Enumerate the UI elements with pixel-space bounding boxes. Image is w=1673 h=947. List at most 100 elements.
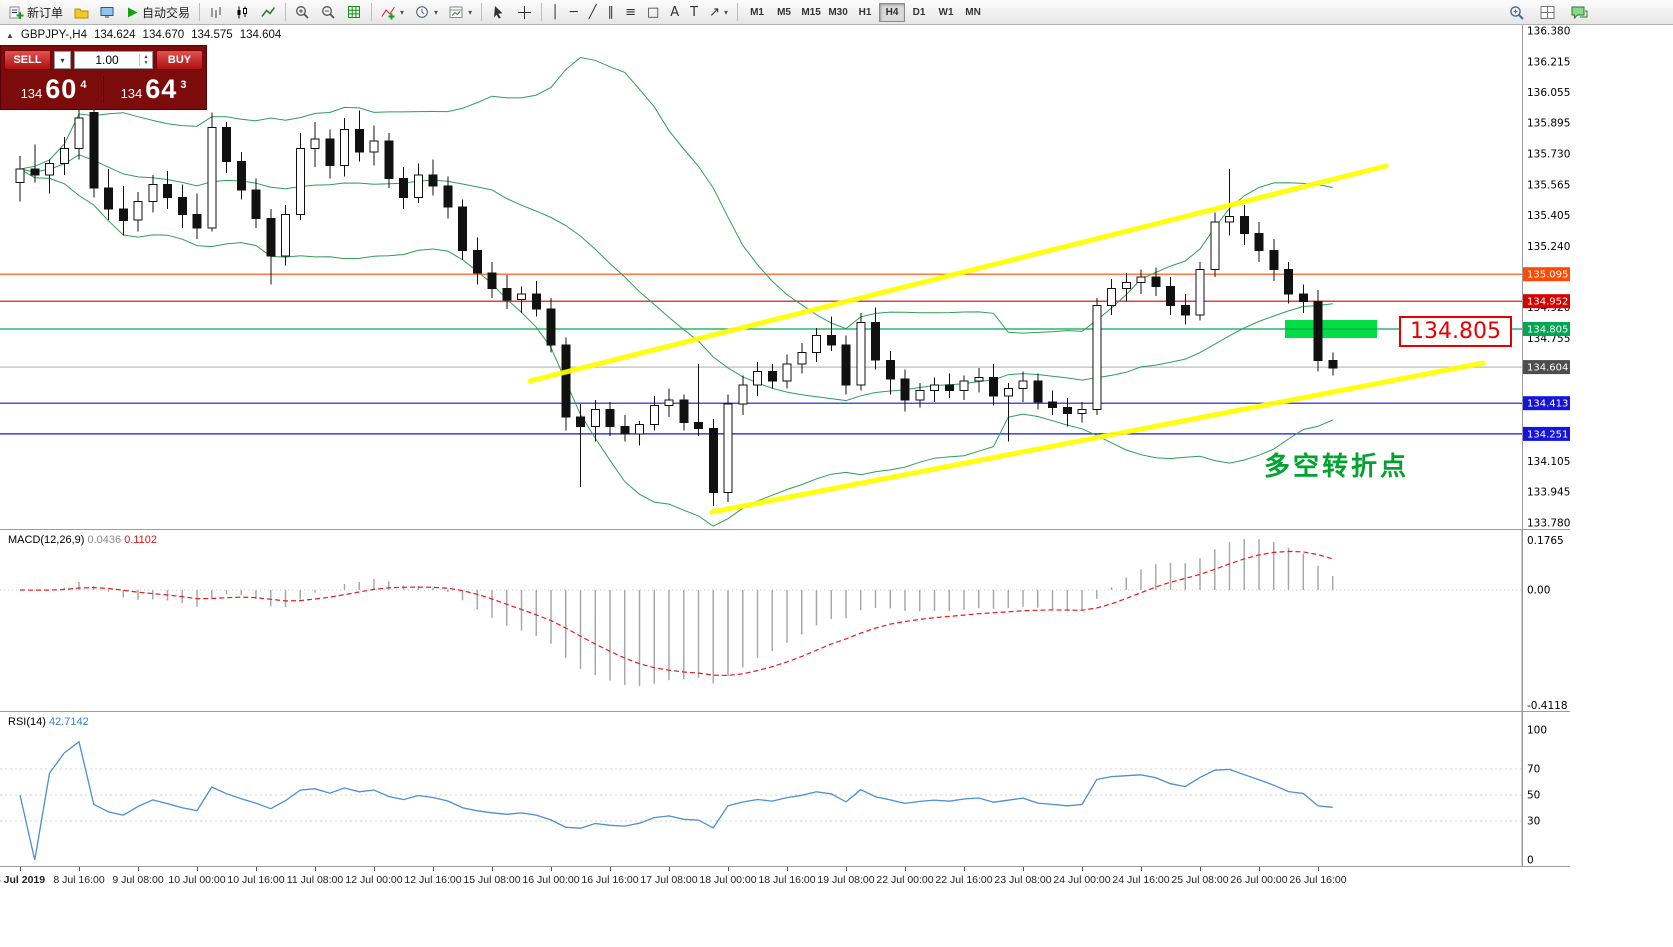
zoom-out-icon xyxy=(322,5,335,19)
timeframe-h4[interactable]: H4 xyxy=(879,2,906,22)
sell-price-prefix: 134 xyxy=(20,86,43,101)
price-scale-label: 135.405 xyxy=(1527,210,1570,222)
price-scale-label: 135.730 xyxy=(1527,149,1570,161)
time-tick xyxy=(256,867,257,871)
shapes-tool[interactable]: □ xyxy=(642,2,664,23)
text-tool[interactable]: A xyxy=(665,2,684,23)
crosshair-button[interactable] xyxy=(512,2,537,23)
buy-button[interactable]: BUY xyxy=(156,50,203,70)
profiles-button[interactable] xyxy=(69,2,94,23)
toolbar-separator xyxy=(481,3,483,21)
clock-icon xyxy=(416,5,428,18)
periods-button[interactable]: ▾ xyxy=(410,2,443,23)
price-scale-label: 134.105 xyxy=(1527,456,1570,468)
timeframe-m1[interactable]: M1 xyxy=(750,6,764,18)
price-badge-label: 135.095 xyxy=(1527,270,1568,281)
panel-separator[interactable] xyxy=(0,711,1570,712)
toolbar-separator xyxy=(737,3,739,21)
timeframe-d1[interactable]: D1 xyxy=(912,6,926,18)
time-axis-label: 16 Jul 00:00 xyxy=(522,874,580,886)
rsi-indicator-panel[interactable]: 100 70 50 30 0 xyxy=(0,712,1673,866)
chat-icon xyxy=(1571,6,1588,19)
main-price-chart[interactable]: 136.380 136.215 136.055 135.895 135.730 135.5… xyxy=(0,24,1673,529)
sell-price[interactable]: 134 60 4 xyxy=(4,76,103,103)
macd-scale-label: 0.1765 xyxy=(1527,535,1564,547)
new-order-label: 新订单 xyxy=(27,5,64,20)
trendline-tool[interactable]: ╱ xyxy=(584,2,602,23)
time-axis-label: 9 Jul 08:00 xyxy=(112,874,164,886)
price-scale-label: 135.895 xyxy=(1527,117,1570,129)
macd-indicator-panel[interactable]: 0.1765 0.00 -0.4118 xyxy=(0,530,1673,711)
new-order-icon xyxy=(9,6,24,19)
time-tick xyxy=(1082,867,1083,871)
grid-button[interactable] xyxy=(342,2,367,23)
panel-separator xyxy=(0,866,1570,867)
macd-histogram xyxy=(34,538,1334,687)
order-type-dropdown[interactable]: ▾ xyxy=(54,51,71,69)
time-tick xyxy=(20,867,21,871)
price-scale-label: 135.240 xyxy=(1527,241,1570,253)
toolbar-separator xyxy=(371,3,373,21)
spinner-up-icon[interactable]: ▲ xyxy=(143,54,149,60)
channel-tool[interactable]: ∥ xyxy=(603,2,620,23)
timeframe-w1[interactable]: W1 xyxy=(938,6,954,18)
timeframe-mn[interactable]: MN xyxy=(965,6,981,18)
line-chart-button[interactable] xyxy=(256,2,281,23)
one-click-collapse-icon[interactable]: ▲ xyxy=(6,30,14,40)
rsi-scale-label: 100 xyxy=(1527,725,1547,737)
fibonacci-tool[interactable]: ≡ xyxy=(620,2,641,23)
symbol-info: ▲ GBPJPY-,H4 134.624 134.670 134.575 134… xyxy=(6,29,281,41)
timeframe-toolbar: M1 M5 M15 M30 H1 H4 D1 W1 MN xyxy=(744,2,986,22)
trend-line-2[interactable] xyxy=(709,360,1486,515)
profiles-icon xyxy=(74,8,89,18)
timeframe-h1[interactable]: H1 xyxy=(858,6,872,18)
buy-price[interactable]: 134 64 3 xyxy=(104,76,203,103)
time-tick xyxy=(492,867,493,871)
shapes-icon: □ xyxy=(646,4,660,20)
zoom-in-button[interactable] xyxy=(290,2,315,23)
time-axis[interactable]: 8 Jul 2019 8 Jul 16:00 9 Jul 08:00 10 Jul 0… xyxy=(0,867,1570,893)
time-axis-label: 12 Jul 16:00 xyxy=(404,874,462,886)
time-tick xyxy=(138,867,139,871)
terminal-button[interactable] xyxy=(95,2,120,23)
price-badge-label: 134.805 xyxy=(1527,325,1568,336)
indicators-button[interactable]: ▾ xyxy=(376,2,409,23)
zoom-out-button[interactable] xyxy=(316,2,341,23)
bar-chart-button[interactable] xyxy=(204,2,229,23)
sell-button[interactable]: SELL xyxy=(4,50,51,70)
arrows-tool[interactable]: ↗ ▾ xyxy=(704,2,733,23)
label-tool[interactable]: T xyxy=(685,2,703,23)
auto-trading-button[interactable]: 自动交易 xyxy=(121,2,195,23)
templates-button[interactable]: ▾ xyxy=(444,2,477,23)
time-axis-label: 8 Jul 16:00 xyxy=(53,874,105,886)
time-axis-label: 10 Jul 00:00 xyxy=(168,874,226,886)
timeframe-m5[interactable]: M5 xyxy=(777,6,791,18)
layouts-button[interactable] xyxy=(1535,2,1561,23)
spinner-down-icon[interactable]: ▼ xyxy=(143,60,149,66)
time-axis-label: 12 Jul 00:00 xyxy=(345,874,403,886)
time-axis-label: 23 Jul 08:00 xyxy=(994,874,1052,886)
horizontal-line-tool[interactable]: ─ xyxy=(565,2,583,23)
cursor-button[interactable] xyxy=(486,2,511,23)
price-scale-label: 136.380 xyxy=(1527,26,1570,38)
price-badge xyxy=(1523,396,1570,411)
horizontal-line-icon: ─ xyxy=(569,4,578,20)
timeframe-m30[interactable]: M30 xyxy=(828,6,848,18)
chevron-down-icon: ▾ xyxy=(400,7,405,17)
volume-input[interactable]: 1.00 ▲ ▼ xyxy=(74,51,153,69)
chevron-down-icon: ▾ xyxy=(724,7,729,17)
trend-line-1[interactable] xyxy=(527,163,1389,384)
community-chat-button[interactable] xyxy=(1566,2,1593,23)
time-tick xyxy=(1318,867,1319,871)
price-divider xyxy=(103,76,104,103)
timeframe-m15[interactable]: M15 xyxy=(801,6,821,18)
vertical-line-tool[interactable]: │ xyxy=(546,2,564,23)
fibonacci-icon: ≡ xyxy=(625,4,636,20)
rsi-line xyxy=(19,740,1333,861)
candlestick-chart-button[interactable] xyxy=(230,2,255,23)
time-tick xyxy=(197,867,198,871)
search-button[interactable] xyxy=(1504,2,1530,23)
panel-separator[interactable] xyxy=(0,529,1570,530)
new-order-button[interactable]: 新订单 xyxy=(4,2,68,23)
price-badge-label: 134.413 xyxy=(1527,399,1568,410)
